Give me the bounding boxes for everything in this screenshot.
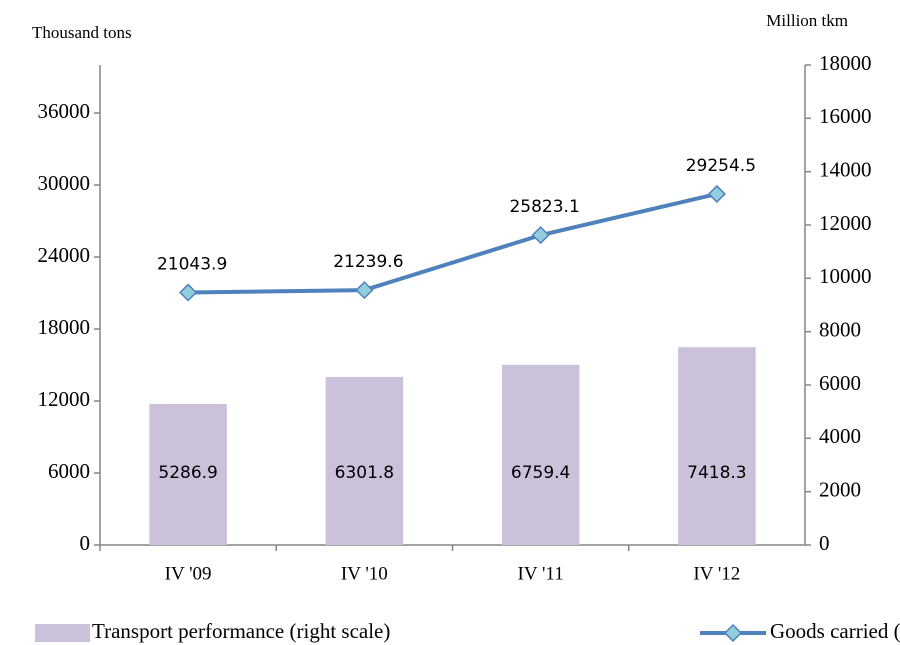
marker [179, 283, 198, 302]
y2-tick-label: 0 [819, 531, 830, 555]
bar [149, 404, 227, 545]
y2-tick-label: 2000 [819, 477, 861, 501]
y-tick-label: 24000 [38, 243, 91, 267]
y-tick-label: 18000 [38, 315, 91, 339]
line-value-label: 25823.1 [509, 197, 579, 217]
x-tick-label: IV '09 [165, 563, 212, 584]
line-value-label: 29254.5 [686, 156, 756, 176]
y2-tick-label: 14000 [819, 157, 872, 181]
bar [678, 347, 756, 545]
bar-value-label: 6759.4 [511, 463, 570, 483]
y-tick-label: 36000 [38, 99, 91, 123]
legend-swatch [35, 624, 90, 642]
y-tick-label: 30000 [38, 171, 91, 195]
y-tick-label: 12000 [38, 387, 91, 411]
y2-tick-label: 6000 [819, 371, 861, 395]
line-value-label: 21043.9 [157, 254, 227, 274]
x-tick-label: IV '10 [341, 563, 388, 584]
legend-label: Transport performance (right scale) [92, 619, 390, 643]
y2-tick-label: 4000 [819, 424, 861, 448]
x-tick-label: IV '12 [693, 563, 740, 584]
x-tick-label: IV '11 [518, 563, 564, 584]
y2-tick-label: 8000 [819, 317, 861, 341]
bar-value-label: 7418.3 [687, 463, 746, 483]
marker [355, 281, 374, 300]
y2-tick-label: 18000 [819, 51, 872, 75]
line [188, 191, 718, 295]
y-tick-label: 0 [80, 531, 91, 555]
marker [531, 226, 550, 245]
bar-value-label: 5286.9 [158, 463, 217, 483]
y-axis-label: Thousand tons [32, 23, 132, 42]
y2-tick-label: 16000 [819, 104, 872, 128]
legend-label: Goods carried (left scale) [770, 619, 900, 643]
marker [707, 184, 726, 204]
bar [325, 376, 404, 545]
y-tick-label: 6000 [48, 459, 90, 483]
y2-tick-label: 10000 [819, 264, 872, 288]
bar [501, 364, 580, 545]
line-value-label: 21239.6 [333, 252, 403, 272]
legend-marker [723, 623, 743, 643]
bar-value-label: 6301.8 [335, 463, 394, 483]
y2-tick-label: 12000 [819, 211, 872, 235]
y2-axis-label: Million tkm [766, 11, 848, 30]
